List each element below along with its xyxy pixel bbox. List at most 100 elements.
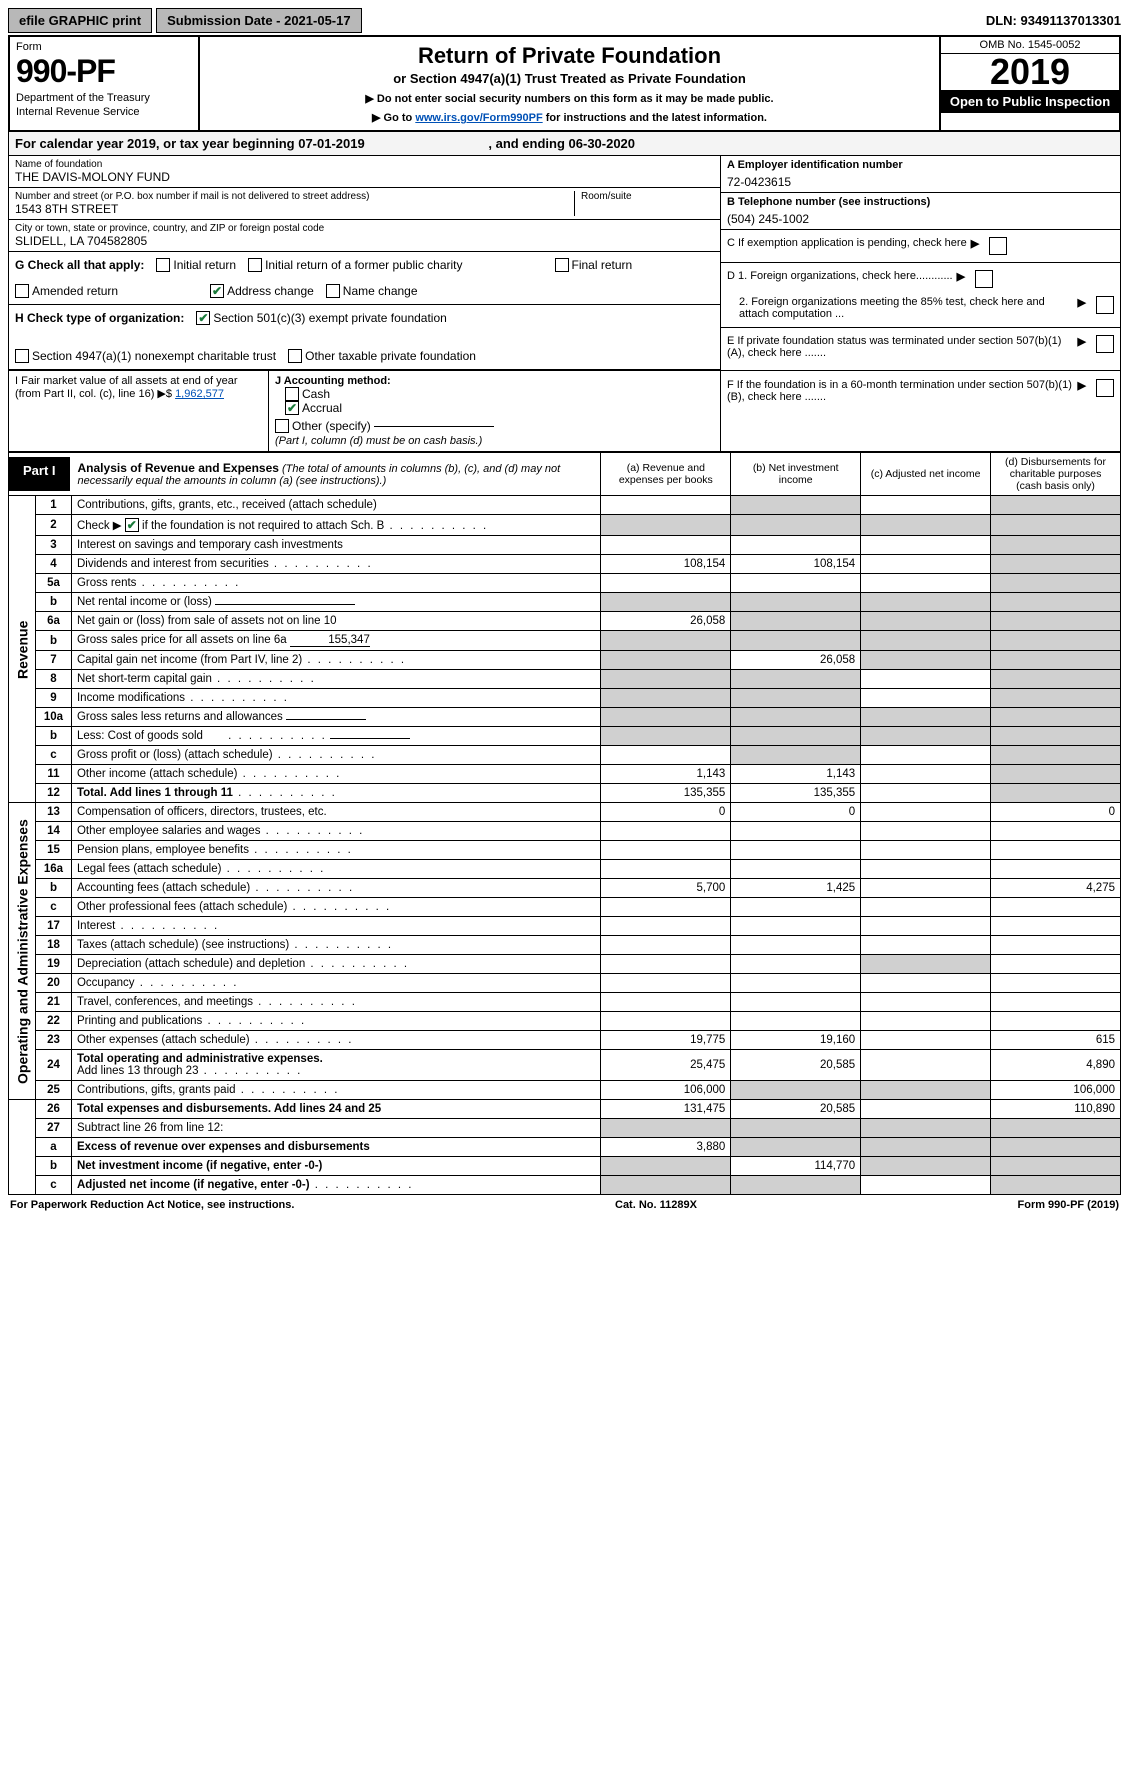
e-checkbox[interactable] bbox=[1096, 335, 1114, 353]
expenses-label: Operating and Administrative Expenses bbox=[9, 803, 36, 1100]
submission-date-button[interactable]: Submission Date - 2021-05-17 bbox=[156, 8, 362, 33]
calendar-year-row: For calendar year 2019, or tax year begi… bbox=[8, 132, 1121, 156]
d1-label: D 1. Foreign organizations, check here..… bbox=[727, 270, 953, 282]
h-label: H Check type of organization: bbox=[15, 311, 184, 325]
accrual-checkbox[interactable] bbox=[285, 401, 299, 415]
line-9: Income modifications bbox=[77, 692, 185, 704]
line-27c: Adjusted net income (if negative, enter … bbox=[77, 1179, 310, 1191]
e-label: E If private foundation status was termi… bbox=[727, 335, 1074, 359]
sec501-checkbox[interactable] bbox=[196, 311, 210, 325]
fmv-link[interactable]: 1,962,577 bbox=[175, 388, 224, 400]
d1-checkbox[interactable] bbox=[975, 270, 993, 288]
schb-checkbox[interactable] bbox=[125, 518, 139, 532]
address-change-checkbox[interactable] bbox=[210, 284, 224, 298]
dept-treasury: Department of the Treasury bbox=[16, 92, 192, 104]
d2-label: 2. Foreign organizations meeting the 85%… bbox=[739, 296, 1074, 320]
line-19: Depreciation (attach schedule) and deple… bbox=[77, 958, 305, 970]
other-method-checkbox[interactable] bbox=[275, 419, 289, 433]
ein-value: 72-0423615 bbox=[727, 175, 1114, 189]
top-bar: efile GRAPHIC print Submission Date - 20… bbox=[8, 8, 1121, 33]
open-public-badge: Open to Public Inspection bbox=[941, 90, 1119, 113]
section-h: H Check type of organization: Section 50… bbox=[9, 305, 720, 370]
final-return-checkbox[interactable] bbox=[555, 258, 569, 272]
line-10c: Gross profit or (loss) (attach schedule) bbox=[77, 749, 273, 761]
line-5b: Net rental income or (loss) bbox=[77, 596, 212, 608]
line-16a: Legal fees (attach schedule) bbox=[77, 863, 221, 875]
ein-label: A Employer identification number bbox=[727, 159, 903, 171]
c-checkbox[interactable] bbox=[989, 237, 1007, 255]
return-title: Return of Private Foundation bbox=[206, 43, 933, 69]
entity-info: Name of foundation THE DAVIS-MOLONY FUND… bbox=[8, 156, 1121, 371]
line-13: Compensation of officers, directors, tru… bbox=[71, 803, 600, 822]
room-label: Room/suite bbox=[581, 191, 714, 202]
line-7: Capital gain net income (from Part IV, l… bbox=[77, 654, 302, 666]
initial-return-checkbox[interactable] bbox=[156, 258, 170, 272]
dept-irs: Internal Revenue Service bbox=[16, 106, 192, 118]
efile-print-button[interactable]: efile GRAPHIC print bbox=[8, 8, 152, 33]
line-1: Contributions, gifts, grants, etc., rece… bbox=[71, 496, 600, 515]
line-25: Contributions, gifts, grants paid bbox=[77, 1084, 236, 1096]
part1-label: Part I bbox=[9, 457, 70, 491]
f-checkbox[interactable] bbox=[1096, 379, 1114, 397]
d2-checkbox[interactable] bbox=[1096, 296, 1114, 314]
f-label: F If the foundation is in a 60-month ter… bbox=[727, 379, 1074, 403]
part1-title: Analysis of Revenue and Expenses bbox=[78, 461, 279, 475]
sec4947-checkbox[interactable] bbox=[15, 349, 29, 363]
line-8: Net short-term capital gain bbox=[77, 673, 212, 685]
line-15: Pension plans, employee benefits bbox=[77, 844, 249, 856]
form990pf-link[interactable]: www.irs.gov/Form990PF bbox=[415, 112, 542, 124]
name-label: Name of foundation bbox=[15, 159, 714, 170]
line-27b: Net investment income (if negative, ente… bbox=[77, 1160, 322, 1172]
footer-catno: Cat. No. 11289X bbox=[615, 1199, 697, 1211]
phone-label: B Telephone number (see instructions) bbox=[727, 196, 930, 208]
footer-left: For Paperwork Reduction Act Notice, see … bbox=[10, 1199, 294, 1211]
line-16c: Other professional fees (attach schedule… bbox=[77, 901, 287, 913]
line-22: Printing and publications bbox=[77, 1015, 202, 1027]
line-24: Total operating and administrative expen… bbox=[77, 1053, 323, 1065]
line-16b: Accounting fees (attach schedule) bbox=[77, 882, 250, 894]
section-j: J Accounting method: Cash Accrual Other … bbox=[269, 371, 720, 451]
section-i-j-f: I Fair market value of all assets at end… bbox=[8, 371, 1121, 452]
form-number: 990-PF bbox=[16, 53, 192, 90]
line-3: Interest on savings and temporary cash i… bbox=[71, 536, 600, 555]
city-label: City or town, state or province, country… bbox=[15, 223, 714, 234]
other-taxable-checkbox[interactable] bbox=[288, 349, 302, 363]
part1-table: Part I Analysis of Revenue and Expenses … bbox=[8, 452, 1121, 1195]
phone-value: (504) 245-1002 bbox=[727, 212, 1114, 226]
line-18: Taxes (attach schedule) (see instruction… bbox=[77, 939, 289, 951]
initial-former-checkbox[interactable] bbox=[248, 258, 262, 272]
instr-ssn: ▶ Do not enter social security numbers o… bbox=[206, 92, 933, 105]
tax-year: 2019 bbox=[941, 54, 1119, 90]
line-27: Subtract line 26 from line 12: bbox=[71, 1119, 600, 1138]
line-10b: Less: Cost of goods sold bbox=[77, 730, 203, 742]
form-header: Form 990-PF Department of the Treasury I… bbox=[8, 35, 1121, 132]
line-4: Dividends and interest from securities bbox=[77, 558, 269, 570]
line-21: Travel, conferences, and meetings bbox=[77, 996, 253, 1008]
line-17: Interest bbox=[77, 920, 115, 932]
amended-return-checkbox[interactable] bbox=[15, 284, 29, 298]
instr-goto: ▶ Go to www.irs.gov/Form990PF for instru… bbox=[206, 111, 933, 124]
line-11: Other income (attach schedule) bbox=[77, 768, 237, 780]
name-change-checkbox[interactable] bbox=[326, 284, 340, 298]
cash-checkbox[interactable] bbox=[285, 387, 299, 401]
line-6b: Gross sales price for all assets on line… bbox=[77, 634, 287, 646]
line-27a: Excess of revenue over expenses and disb… bbox=[77, 1141, 370, 1153]
line-14: Other employee salaries and wages bbox=[77, 825, 260, 837]
col-a-header: (a) Revenue and expenses per books bbox=[601, 453, 731, 496]
section-g: G Check all that apply: Initial return I… bbox=[9, 252, 720, 305]
return-subtitle: or Section 4947(a)(1) Trust Treated as P… bbox=[206, 71, 933, 86]
line-5a: Gross rents bbox=[77, 577, 136, 589]
line-6a: Net gain or (loss) from sale of assets n… bbox=[71, 612, 600, 631]
col-c-header: (c) Adjusted net income bbox=[861, 453, 991, 496]
line-20: Occupancy bbox=[77, 977, 135, 989]
section-i: I Fair market value of all assets at end… bbox=[9, 371, 269, 451]
line-12: Total. Add lines 1 through 11 bbox=[77, 787, 233, 799]
foundation-name: THE DAVIS-MOLONY FUND bbox=[15, 170, 714, 184]
revenue-label: Revenue bbox=[9, 496, 36, 803]
addr-label: Number and street (or P.O. box number if… bbox=[15, 191, 574, 202]
form-label: Form bbox=[16, 41, 192, 53]
city-state-zip: SLIDELL, LA 704582805 bbox=[15, 234, 714, 248]
footer-form: Form 990-PF (2019) bbox=[1018, 1199, 1119, 1211]
col-d-header: (d) Disbursements for charitable purpose… bbox=[991, 453, 1121, 496]
page-footer: For Paperwork Reduction Act Notice, see … bbox=[8, 1195, 1121, 1215]
